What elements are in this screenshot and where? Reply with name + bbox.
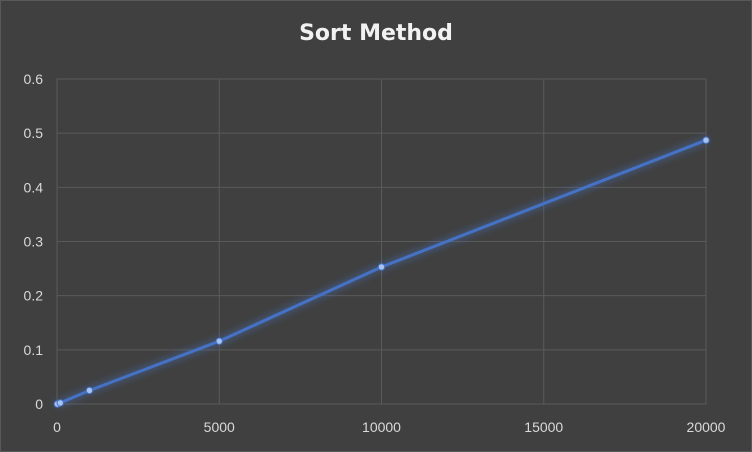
y-tick-label: 0.2 (24, 288, 44, 304)
data-point (85, 386, 94, 395)
y-tick-label: 0.3 (24, 234, 44, 250)
data-point (56, 399, 64, 407)
axis-tick-labels: 0 0.1 0.2 0.3 0.4 0.5 0.6 0 5000 10000 15000 20000 (24, 71, 726, 435)
y-tick-label: 0.4 (24, 179, 44, 195)
x-tick-label: 0 (53, 419, 61, 435)
x-tick-label: 5000 (204, 419, 235, 435)
y-tick-label: 0 (35, 396, 43, 412)
y-tick-label: 0.5 (24, 125, 44, 141)
x-tick-label: 15000 (524, 419, 563, 435)
x-tick-label: 20000 (687, 419, 726, 435)
data-point (377, 263, 386, 271)
data-point (215, 337, 223, 345)
chart-title: Sort Method (299, 21, 453, 46)
y-tick-label: 0.1 (24, 342, 44, 358)
data-point (702, 136, 710, 144)
y-tick-label: 0.6 (24, 71, 44, 87)
x-tick-label: 10000 (362, 419, 401, 435)
series-layer (53, 136, 710, 408)
grid (56, 78, 707, 405)
